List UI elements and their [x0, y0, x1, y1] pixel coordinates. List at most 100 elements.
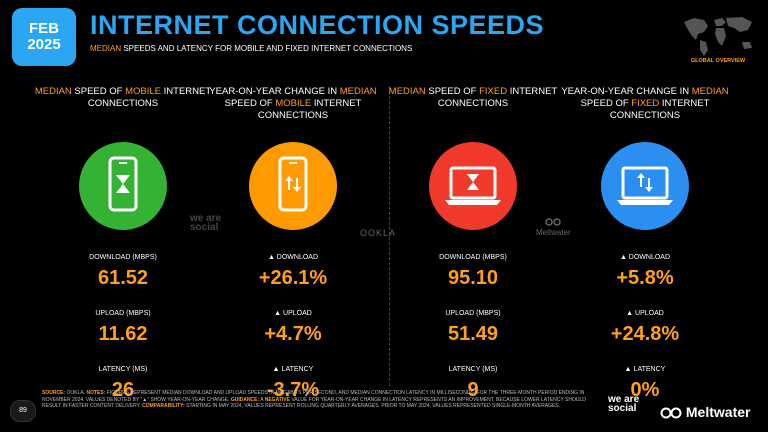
metric-value: -3.7% [266, 379, 320, 401]
metric-value: 26 [111, 379, 135, 401]
mobile-arrows-icon [249, 142, 337, 230]
heading-part: INTERNET CONNECTIONS [609, 98, 710, 121]
heading-part: SPEED OF [224, 98, 276, 109]
heading-part: INTERNET CONNECTIONS [437, 86, 558, 109]
footnote-part: FIGURES REPRESENT MEDIAN DOWNLOAD AND UP… [42, 390, 585, 403]
heading-part: MEDIAN [339, 86, 377, 97]
page-subtitle: MEDIAN SPEEDS AND LATENCY FOR MOBILE AND… [90, 44, 412, 53]
heading-part: SPEED OF [71, 86, 126, 97]
heading-part: FIXED [631, 98, 660, 109]
metrics-list: DOWNLOAD (MBPS) 95.10 UPLOAD (MBPS) 51.4… [383, 254, 563, 416]
footnote: SOURCE: OOKLA. NOTES: FIGURES REPRESENT … [42, 390, 597, 410]
metric-latency: LATENCY (MS) 9 [383, 366, 563, 416]
footnote-part: GUIDANCE: [230, 396, 260, 403]
footnote-part: A [259, 396, 265, 403]
column-fixed-change: YEAR-ON-YEAR CHANGE IN MEDIAN SPEED OF F… [555, 86, 735, 416]
metric-upload: UPLOAD (MBPS) 11.62 [33, 310, 213, 360]
metric-label: UPLOAD (MBPS) [95, 310, 151, 317]
metric-download: DOWNLOAD (MBPS) 61.52 [33, 254, 213, 304]
heading-part: MOBILE [275, 98, 312, 109]
metric-upload: ▲ UPLOAD +4.7% [203, 310, 383, 360]
date-badge: FEB 2025 [12, 8, 76, 66]
heading-part: INTERNET CONNECTIONS [257, 98, 362, 121]
world-map-icon [684, 17, 752, 56]
metric-value: 51.49 [447, 323, 499, 345]
metric-label: ▲ DOWNLOAD [619, 254, 671, 261]
heading-part: MEDIAN [34, 86, 72, 97]
column-heading: MEDIAN SPEED OF MOBILE INTERNET CONNECTI… [33, 86, 213, 126]
heading-part: FIXED [479, 86, 508, 97]
meltwater-logo: Meltwater [536, 218, 571, 237]
date-month: FEB [29, 20, 59, 38]
meltwater-icon [545, 218, 562, 226]
subtitle-highlight: MEDIAN [90, 44, 122, 53]
metric-value: +4.7% [264, 323, 322, 345]
metric-label: ▲ UPLOAD [626, 310, 664, 317]
heading-part: MOBILE [125, 86, 162, 97]
metric-value: 9 [467, 379, 479, 401]
meltwater-footer-logo: Meltwater [660, 404, 750, 420]
column-heading: MEDIAN SPEED OF FIXED INTERNET CONNECTIO… [383, 86, 563, 126]
heading-part: SPEED OF [580, 98, 632, 109]
metric-upload: UPLOAD (MBPS) 51.49 [383, 310, 563, 360]
metric-label: ▲ LATENCY [624, 366, 666, 373]
heading-part: SPEED OF [425, 86, 480, 97]
we-are-social-footer-logo: we are social [608, 394, 640, 414]
laptop-arrows-icon [601, 142, 689, 230]
metric-download: DOWNLOAD (MBPS) 95.10 [383, 254, 563, 304]
page-number: 89 [10, 400, 36, 422]
date-year: 2025 [27, 36, 61, 53]
footnote-part: SOURCE: [42, 390, 66, 396]
metric-label: ▲ LATENCY [272, 366, 314, 373]
footnote-part: NOTES: [86, 390, 106, 396]
metric-latency: ▲ LATENCY 0% [555, 366, 735, 416]
metric-value: +26.1% [258, 267, 328, 289]
metric-value: 11.62 [98, 323, 148, 345]
footnote-part: NEGATIVE [264, 396, 290, 403]
heading-part: YEAR-ON-YEAR CHANGE IN [561, 86, 692, 97]
heading-part: MEDIAN [691, 86, 729, 97]
metric-value: +5.8% [616, 267, 674, 289]
subtitle-rest: SPEEDS AND LATENCY FOR MOBILE AND FIXED … [121, 44, 413, 53]
metric-latency: ▲ LATENCY -3.7% [203, 366, 383, 416]
metric-label: LATENCY (MS) [448, 366, 498, 373]
meltwater-icon [660, 407, 682, 419]
metric-value: 61.52 [97, 267, 149, 289]
meltwater-footer-text: Meltwater [685, 404, 751, 420]
laptop-hourglass-icon [429, 142, 517, 230]
mobile-hourglass-icon [79, 142, 167, 230]
footnote-part: OOKLA. [65, 390, 87, 396]
metric-label: DOWNLOAD (MBPS) [439, 254, 507, 261]
metric-latency: LATENCY (MS) 26 [33, 366, 213, 416]
footnote-part: STARTING IN MAY 2024, VALUES REPRESENT R… [184, 403, 561, 409]
metrics-list: ▲ DOWNLOAD +5.8% ▲ UPLOAD +24.8% ▲ LATEN… [555, 254, 735, 416]
page-title: INTERNET CONNECTION SPEEDS [90, 10, 545, 40]
metric-label: LATENCY (MS) [98, 366, 148, 373]
metric-label: ▲ DOWNLOAD [267, 254, 319, 261]
we-are-social-logo: we are social [190, 213, 222, 233]
column-mobile-change: YEAR-ON-YEAR CHANGE IN MEDIAN SPEED OF M… [203, 86, 383, 416]
column-heading: YEAR-ON-YEAR CHANGE IN MEDIAN SPEED OF F… [555, 86, 735, 126]
ookla-logo: OOKLA [360, 228, 397, 238]
meltwater-text: Meltwater [536, 228, 571, 237]
metric-value: +24.8% [610, 323, 680, 345]
heading-part: INTERNET CONNECTIONS [87, 86, 212, 109]
divider [389, 86, 391, 386]
metric-value: 95.10 [447, 267, 499, 289]
metric-value: 0% [630, 379, 660, 401]
metrics-list: ▲ DOWNLOAD +26.1% ▲ UPLOAD +4.7% ▲ LATEN… [203, 254, 383, 416]
metric-download: ▲ DOWNLOAD +5.8% [555, 254, 735, 304]
footnote-part: COMPARABILITY: [142, 403, 185, 409]
metric-label: DOWNLOAD (MBPS) [89, 254, 157, 261]
column-heading: YEAR-ON-YEAR CHANGE IN MEDIAN SPEED OF M… [203, 86, 383, 126]
metric-download: ▲ DOWNLOAD +26.1% [203, 254, 383, 304]
metric-upload: ▲ UPLOAD +24.8% [555, 310, 735, 360]
metric-label: ▲ UPLOAD [274, 310, 312, 317]
column-mobile-speed: MEDIAN SPEED OF MOBILE INTERNET CONNECTI… [33, 86, 213, 416]
metric-label: UPLOAD (MBPS) [445, 310, 501, 317]
heading-part: MEDIAN [388, 86, 426, 97]
column-fixed-speed: MEDIAN SPEED OF FIXED INTERNET CONNECTIO… [383, 86, 563, 416]
heading-part: YEAR-ON-YEAR CHANGE IN [209, 86, 340, 97]
metrics-list: DOWNLOAD (MBPS) 61.52 UPLOAD (MBPS) 11.6… [33, 254, 213, 416]
map-caption: GLOBAL OVERVIEW [690, 58, 746, 64]
